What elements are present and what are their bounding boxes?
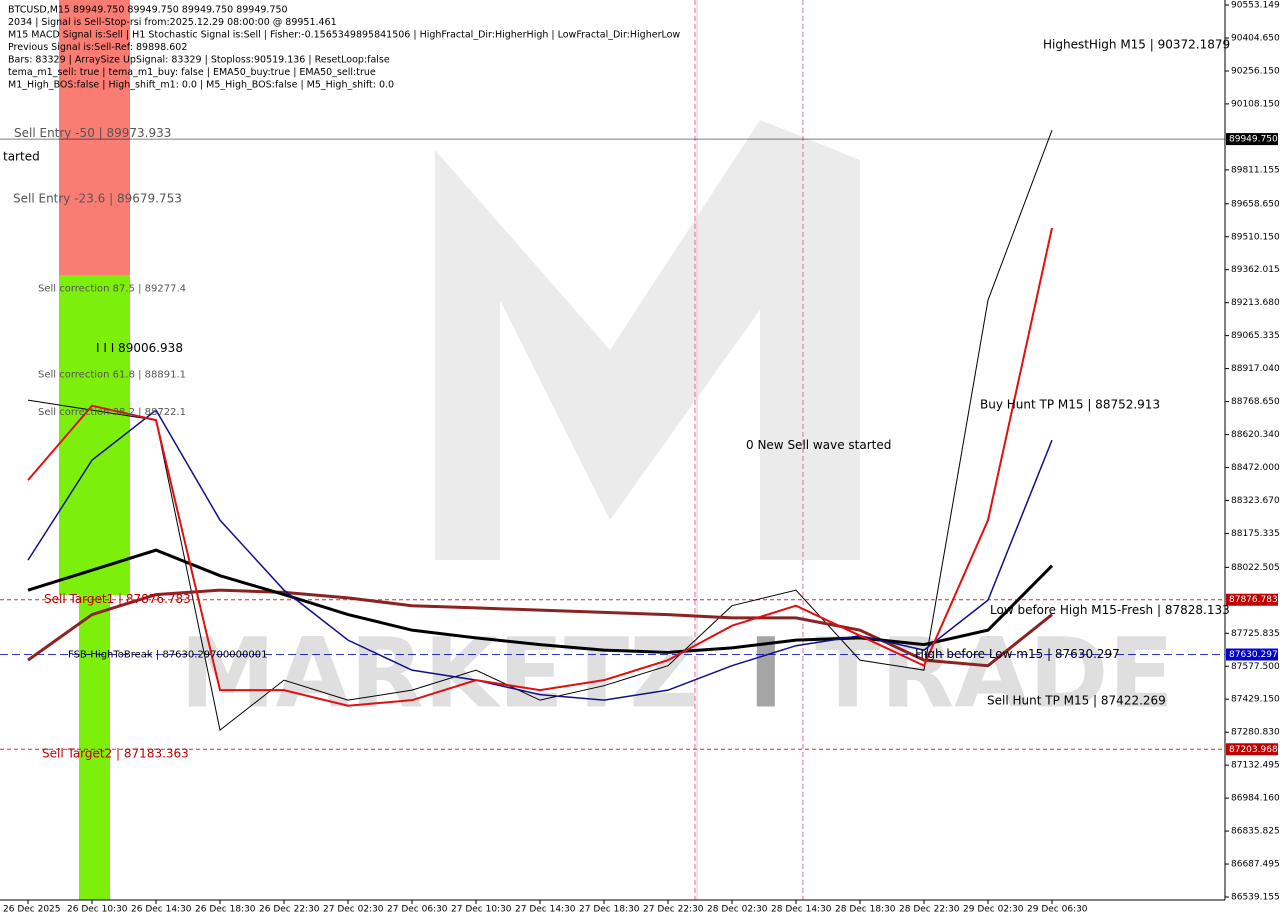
header-line: BTCUSD,M15 89949.750 89949.750 89949.750… bbox=[8, 5, 288, 16]
header-line: tema_m1_sell: true | tema_m1_buy: false … bbox=[8, 67, 376, 78]
y-tick-label: 89658.650 bbox=[1231, 199, 1280, 209]
y-tick-label: 89065.335 bbox=[1231, 331, 1280, 341]
y-tick-label: 90108.150 bbox=[1231, 99, 1280, 109]
y-tick-label: 87132.495 bbox=[1231, 761, 1280, 771]
y-tick-label: 86539.155 bbox=[1231, 893, 1280, 903]
annotation: tarted bbox=[3, 149, 40, 163]
y-tick-label: 87725.835 bbox=[1231, 629, 1280, 639]
annotation: Sell correction 38.2 | 88722.1 bbox=[38, 407, 186, 418]
y-tick-label: 88768.650 bbox=[1231, 397, 1280, 407]
x-tick-label: 26 Dec 10:30 bbox=[67, 905, 128, 915]
x-tick-label: 26 Dec 2025 bbox=[3, 905, 61, 915]
x-tick-label: 26 Dec 14:30 bbox=[131, 905, 192, 915]
x-tick-label: 27 Dec 06:30 bbox=[387, 905, 448, 915]
y-tick-label: 86835.825 bbox=[1231, 827, 1280, 837]
y-tick-label: 89213.680 bbox=[1231, 298, 1280, 308]
x-tick-label: 27 Dec 18:30 bbox=[579, 905, 640, 915]
annotation: Sell correction 61.8 | 88891.1 bbox=[38, 369, 186, 380]
y-tick-label: 87429.150 bbox=[1231, 695, 1280, 705]
y-tick-label: 88472.000 bbox=[1231, 463, 1280, 473]
y-tick-label: 89362.015 bbox=[1231, 265, 1280, 275]
price-box-label: 87876.783 bbox=[1229, 595, 1278, 605]
y-tick-label: 88022.505 bbox=[1231, 563, 1280, 573]
watermark: MARKETZ bbox=[180, 617, 699, 729]
target-zone bbox=[79, 595, 110, 900]
x-tick-label: 26 Dec 22:30 bbox=[259, 905, 320, 915]
price-box-label: 89949.750 bbox=[1229, 135, 1278, 145]
y-tick-label: 88175.335 bbox=[1231, 529, 1280, 539]
x-tick-label: 28 Dec 14:30 bbox=[771, 905, 832, 915]
x-tick-label: 28 Dec 22:30 bbox=[899, 905, 960, 915]
annotation: FSB-HighToBreak | 87630.29700000001 bbox=[68, 650, 267, 661]
annotation: Low before High M15-Fresh | 87828.133 bbox=[990, 603, 1230, 617]
y-tick-label: 88917.040 bbox=[1231, 364, 1280, 374]
logo bbox=[435, 120, 860, 560]
annotation: Sell Hunt TP M15 | 87422.269 bbox=[987, 693, 1166, 707]
header-line: M15 MACD Signal is:Sell | H1 Stochastic … bbox=[8, 30, 680, 41]
y-tick-label: 90553.149 bbox=[1231, 1, 1280, 11]
series-line bbox=[27, 227, 1053, 707]
annotation: Sell Target2 | 87183.363 bbox=[42, 746, 189, 760]
y-tick-label: 86984.160 bbox=[1231, 794, 1280, 804]
annotation: Sell Target1 | 87876.783 bbox=[44, 592, 191, 606]
sell-zone bbox=[59, 0, 130, 275]
y-tick-label: 90256.150 bbox=[1231, 66, 1280, 76]
header-line: Previous Signal is:Sell-Ref: 89898.602 bbox=[8, 42, 187, 53]
x-tick-label: 26 Dec 18:30 bbox=[195, 905, 256, 915]
x-tick-label: 29 Dec 02:30 bbox=[963, 905, 1024, 915]
y-tick-label: 88620.340 bbox=[1231, 430, 1280, 440]
annotation: I I I 89006.938 bbox=[96, 341, 183, 355]
price-box bbox=[1226, 133, 1278, 146]
price-box-label: 87630.297 bbox=[1229, 650, 1278, 660]
y-tick-label: 89811.155 bbox=[1231, 165, 1280, 175]
x-tick-label: 27 Dec 02:30 bbox=[323, 905, 384, 915]
price-box bbox=[1226, 743, 1278, 756]
y-tick-label: 88323.670 bbox=[1231, 496, 1280, 506]
series-line bbox=[27, 409, 1053, 701]
target-zone bbox=[59, 275, 130, 595]
header-line: 2034 | Signal is Sell-Stop-rsi from:2025… bbox=[8, 17, 337, 28]
annotation: Sell Entry -23.6 | 89679.753 bbox=[13, 192, 182, 206]
y-tick-label: 89510.150 bbox=[1231, 232, 1280, 242]
x-tick-label: 29 Dec 06:30 bbox=[1027, 905, 1088, 915]
x-tick-label: 27 Dec 22:30 bbox=[643, 905, 704, 915]
annotation: Sell Entry -50 | 89973.933 bbox=[14, 126, 171, 140]
header-line: Bars: 83329 | ArraySize UpSignal: 83329 … bbox=[8, 55, 390, 66]
y-tick-label: 87577.500 bbox=[1231, 662, 1280, 672]
annotation: 0 New Sell wave started bbox=[746, 438, 891, 452]
x-tick-label: 28 Dec 02:30 bbox=[707, 905, 768, 915]
annotation: Buy Hunt TP M15 | 88752.913 bbox=[980, 398, 1160, 412]
price-box bbox=[1226, 648, 1278, 661]
price-box-label: 87203.968 bbox=[1229, 745, 1278, 755]
annotation: HighestHigh M15 | 90372.1879 bbox=[1043, 38, 1230, 52]
watermark: I bbox=[748, 617, 784, 729]
x-tick-label: 27 Dec 14:30 bbox=[515, 905, 576, 915]
price-box bbox=[1226, 593, 1278, 606]
annotation: Sell correction 87.5 | 89277.4 bbox=[38, 284, 186, 295]
annotation: High before Low m15 | 87630.297 bbox=[915, 647, 1120, 661]
y-tick-label: 86687.495 bbox=[1231, 860, 1280, 870]
y-tick-label: 90404.650 bbox=[1231, 33, 1280, 43]
y-tick-label: 87280.830 bbox=[1231, 728, 1280, 738]
header-line: M1_High_BOS:false | High_shift_m1: 0.0 |… bbox=[8, 80, 394, 91]
series-line bbox=[27, 129, 1053, 732]
x-tick-label: 28 Dec 18:30 bbox=[835, 905, 896, 915]
x-tick-label: 27 Dec 10:30 bbox=[451, 905, 512, 915]
